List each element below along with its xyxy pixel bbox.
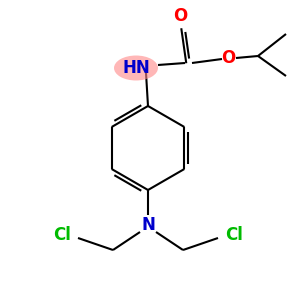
Text: HN: HN	[122, 59, 150, 77]
Text: O: O	[173, 7, 187, 25]
Text: Cl: Cl	[225, 226, 243, 244]
Ellipse shape	[114, 56, 158, 80]
Text: N: N	[141, 216, 155, 234]
Text: Cl: Cl	[53, 226, 71, 244]
Text: O: O	[221, 49, 235, 67]
